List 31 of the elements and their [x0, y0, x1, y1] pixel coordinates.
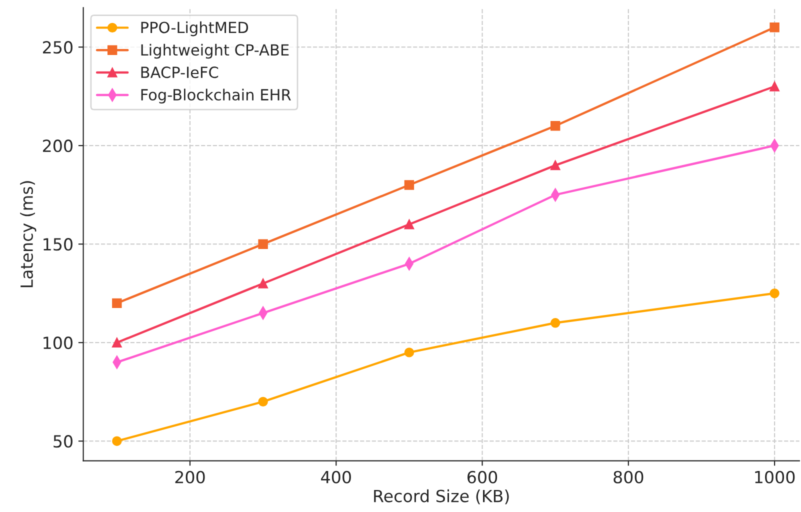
x-tick-label: 600 — [468, 470, 498, 484]
legend-label: BACP-IeFC — [141, 66, 218, 78]
point — [112, 298, 122, 308]
legend-label: Fog-Blockchain EHR — [141, 88, 291, 104]
point — [258, 396, 268, 407]
point — [770, 288, 780, 298]
point — [258, 278, 268, 288]
y-tick-label: 200 — [42, 140, 72, 152]
point — [258, 239, 268, 249]
point — [404, 220, 414, 230]
point — [770, 22, 780, 32]
point — [112, 436, 122, 446]
x-axis-title: Record Size (KB) — [374, 489, 509, 504]
point — [770, 82, 780, 92]
point — [550, 160, 560, 170]
y-tick-label: 250 — [42, 41, 72, 54]
legend-label: PPO-LightMED — [141, 21, 248, 36]
legend-label: Lightweight CP-ABE — [141, 44, 289, 59]
y-tick-label: 150 — [44, 238, 72, 251]
y-tick-label: 50 — [54, 435, 72, 448]
x-tick-label: 800 — [614, 470, 644, 484]
x-tick-label: 1000 — [755, 470, 795, 484]
point — [112, 338, 122, 348]
point — [550, 121, 560, 131]
x-tick-label: 200 — [175, 470, 205, 484]
point — [404, 180, 414, 190]
point — [550, 318, 560, 328]
point — [404, 348, 414, 358]
x-tick-label: 400 — [321, 470, 351, 484]
y-tick-label: 100 — [44, 336, 72, 350]
y-axis-title: Latency (ms) — [20, 181, 36, 288]
